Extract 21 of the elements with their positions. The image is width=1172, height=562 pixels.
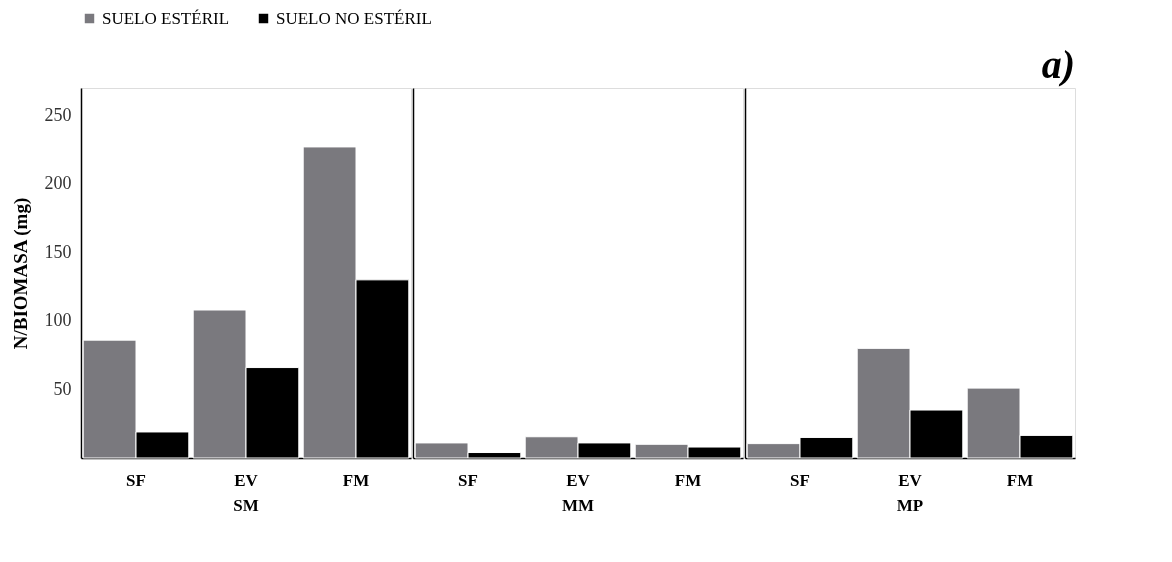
legend-label: SUELO ESTÉRIL [102,8,230,28]
x-tick-label: EV [898,470,923,490]
x-tick-label: SF [790,470,810,490]
x-tick-label: FM [1006,470,1034,490]
y-tick-label: 150 [44,241,72,262]
y-tick-label: 50 [53,378,72,399]
x-tick-label: FM [674,470,702,490]
y-tick-label: 100 [44,310,72,331]
x-tick-label: EV [566,470,591,490]
y-tick-label: 200 [44,173,72,194]
x-tick-label: FM [342,470,370,490]
x-tick-label: SF [126,470,146,490]
y-tick-label: 250 [44,104,72,125]
x-tick-label: SF [458,470,478,490]
text: SM [233,496,259,515]
text: MM [561,496,595,515]
y-axis-title: N/BIOMASA (mg) [9,197,32,350]
legend-label: SUELO NO ESTÉRIL [276,8,432,28]
x-tick-label: EV [234,470,259,490]
text: a) [1041,42,1075,87]
text: MP [896,496,924,515]
